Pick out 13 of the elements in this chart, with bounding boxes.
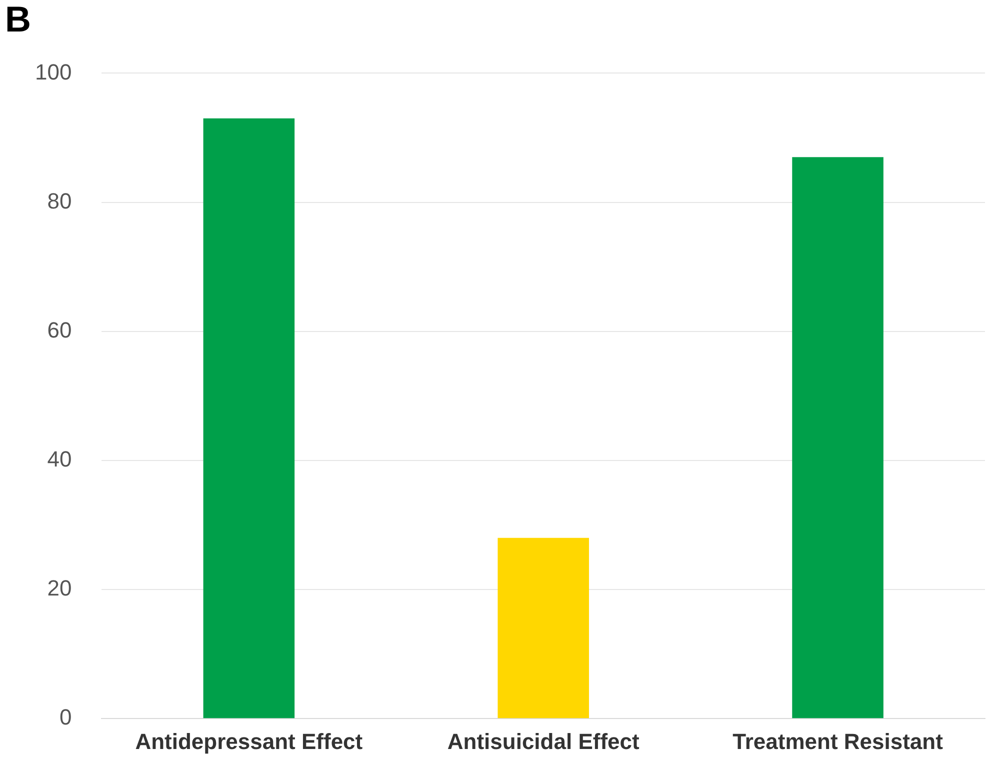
y-tick-label: 100	[34, 59, 72, 84]
x-tick-label: Antidepressant Effect	[135, 728, 364, 754]
bar	[792, 157, 884, 718]
y-tick-label: 20	[47, 576, 72, 601]
y-tick-label: 0	[59, 704, 72, 730]
bar	[498, 538, 589, 718]
y-tick-label: 60	[47, 317, 72, 342]
y-tick-label: 80	[47, 188, 72, 214]
x-tick-label: Treatment Resistant	[732, 728, 944, 754]
y-tick-label: 40	[47, 446, 72, 472]
x-tick-label: Antisuicidal Effect	[447, 728, 640, 754]
chart-title: B	[5, 0, 31, 40]
bar	[203, 118, 295, 718]
